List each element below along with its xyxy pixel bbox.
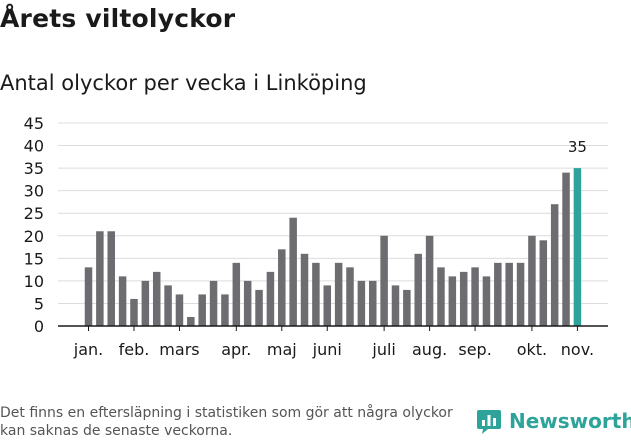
bar — [494, 262, 502, 326]
chart-title: Årets viltolyckor — [0, 4, 236, 33]
newsworthy-logo: Newsworthy — [476, 408, 631, 434]
bar — [516, 262, 525, 326]
bar — [357, 280, 366, 326]
bar — [482, 276, 491, 326]
y-axis-tick-labels: 0 5 10 15 20 25 30 35 40 45 — [24, 114, 44, 336]
bar — [130, 298, 138, 326]
x-tick-label: nov. — [561, 340, 594, 359]
bar — [84, 267, 93, 326]
bar — [141, 280, 150, 326]
bar — [243, 280, 252, 326]
x-tick-label: apr. — [221, 340, 251, 359]
bar — [266, 271, 275, 326]
x-tick-label: maj — [267, 340, 297, 359]
bar — [471, 267, 479, 326]
gridlines — [58, 122, 608, 304]
bar — [334, 262, 343, 326]
x-tick-label: juni — [312, 340, 342, 359]
bar — [323, 285, 332, 326]
bar — [198, 294, 206, 326]
y-tick-label: 0 — [34, 317, 44, 336]
bar — [505, 262, 513, 326]
bar — [221, 294, 229, 326]
bar — [562, 172, 570, 326]
latest-value-label: 35 — [568, 138, 587, 156]
footnote: Det finns en eftersläpning i statistiken… — [0, 405, 453, 439]
y-tick-label: 30 — [24, 182, 44, 201]
x-tick-label: okt. — [517, 340, 547, 359]
bar — [289, 217, 297, 326]
bar — [175, 294, 184, 326]
bar — [539, 240, 548, 326]
bar — [459, 271, 468, 326]
bar — [187, 316, 195, 326]
bar — [209, 280, 218, 326]
bar — [278, 249, 286, 326]
x-axis-month-labels: jan. feb. mars apr. maj juni juli aug. sep. okt. n… — [73, 326, 594, 359]
y-tick-label: 20 — [24, 227, 44, 246]
x-tick-label: mars — [159, 340, 199, 359]
bar — [380, 235, 388, 326]
bar — [528, 235, 536, 326]
bar — [118, 276, 127, 326]
y-tick-label: 40 — [24, 137, 44, 156]
bar — [152, 271, 161, 326]
bar — [448, 276, 457, 326]
y-tick-label: 10 — [24, 272, 44, 291]
y-tick-label: 35 — [24, 159, 44, 178]
bar — [369, 280, 377, 326]
bar — [414, 253, 422, 326]
y-tick-label: 25 — [24, 204, 44, 223]
bar — [255, 289, 263, 326]
bar — [164, 285, 172, 326]
x-tick-label: jan. — [73, 340, 103, 359]
bars — [84, 168, 582, 326]
bar — [403, 289, 411, 326]
bar — [550, 204, 559, 326]
y-tick-label: 45 — [24, 114, 44, 133]
bar — [96, 231, 104, 326]
bar — [346, 267, 354, 326]
bar — [312, 262, 320, 326]
bar — [107, 231, 115, 326]
bar — [425, 235, 434, 326]
bar — [391, 285, 400, 326]
chart-subtitle: Antal olyckor per vecka i Linköping — [0, 71, 367, 95]
highlighted-bar — [573, 168, 582, 326]
x-tick-label: sep. — [458, 340, 491, 359]
bar-chart-speech-bubble-icon — [477, 410, 501, 434]
x-tick-label: feb. — [119, 340, 150, 359]
bar — [437, 267, 445, 326]
bar — [232, 262, 241, 326]
brand-name: Newsworthy — [509, 409, 631, 433]
x-tick-label: juli — [371, 340, 395, 359]
y-tick-label: 15 — [24, 249, 44, 268]
bar — [300, 253, 309, 326]
x-tick-label: aug. — [412, 340, 447, 359]
y-tick-label: 5 — [34, 294, 44, 313]
